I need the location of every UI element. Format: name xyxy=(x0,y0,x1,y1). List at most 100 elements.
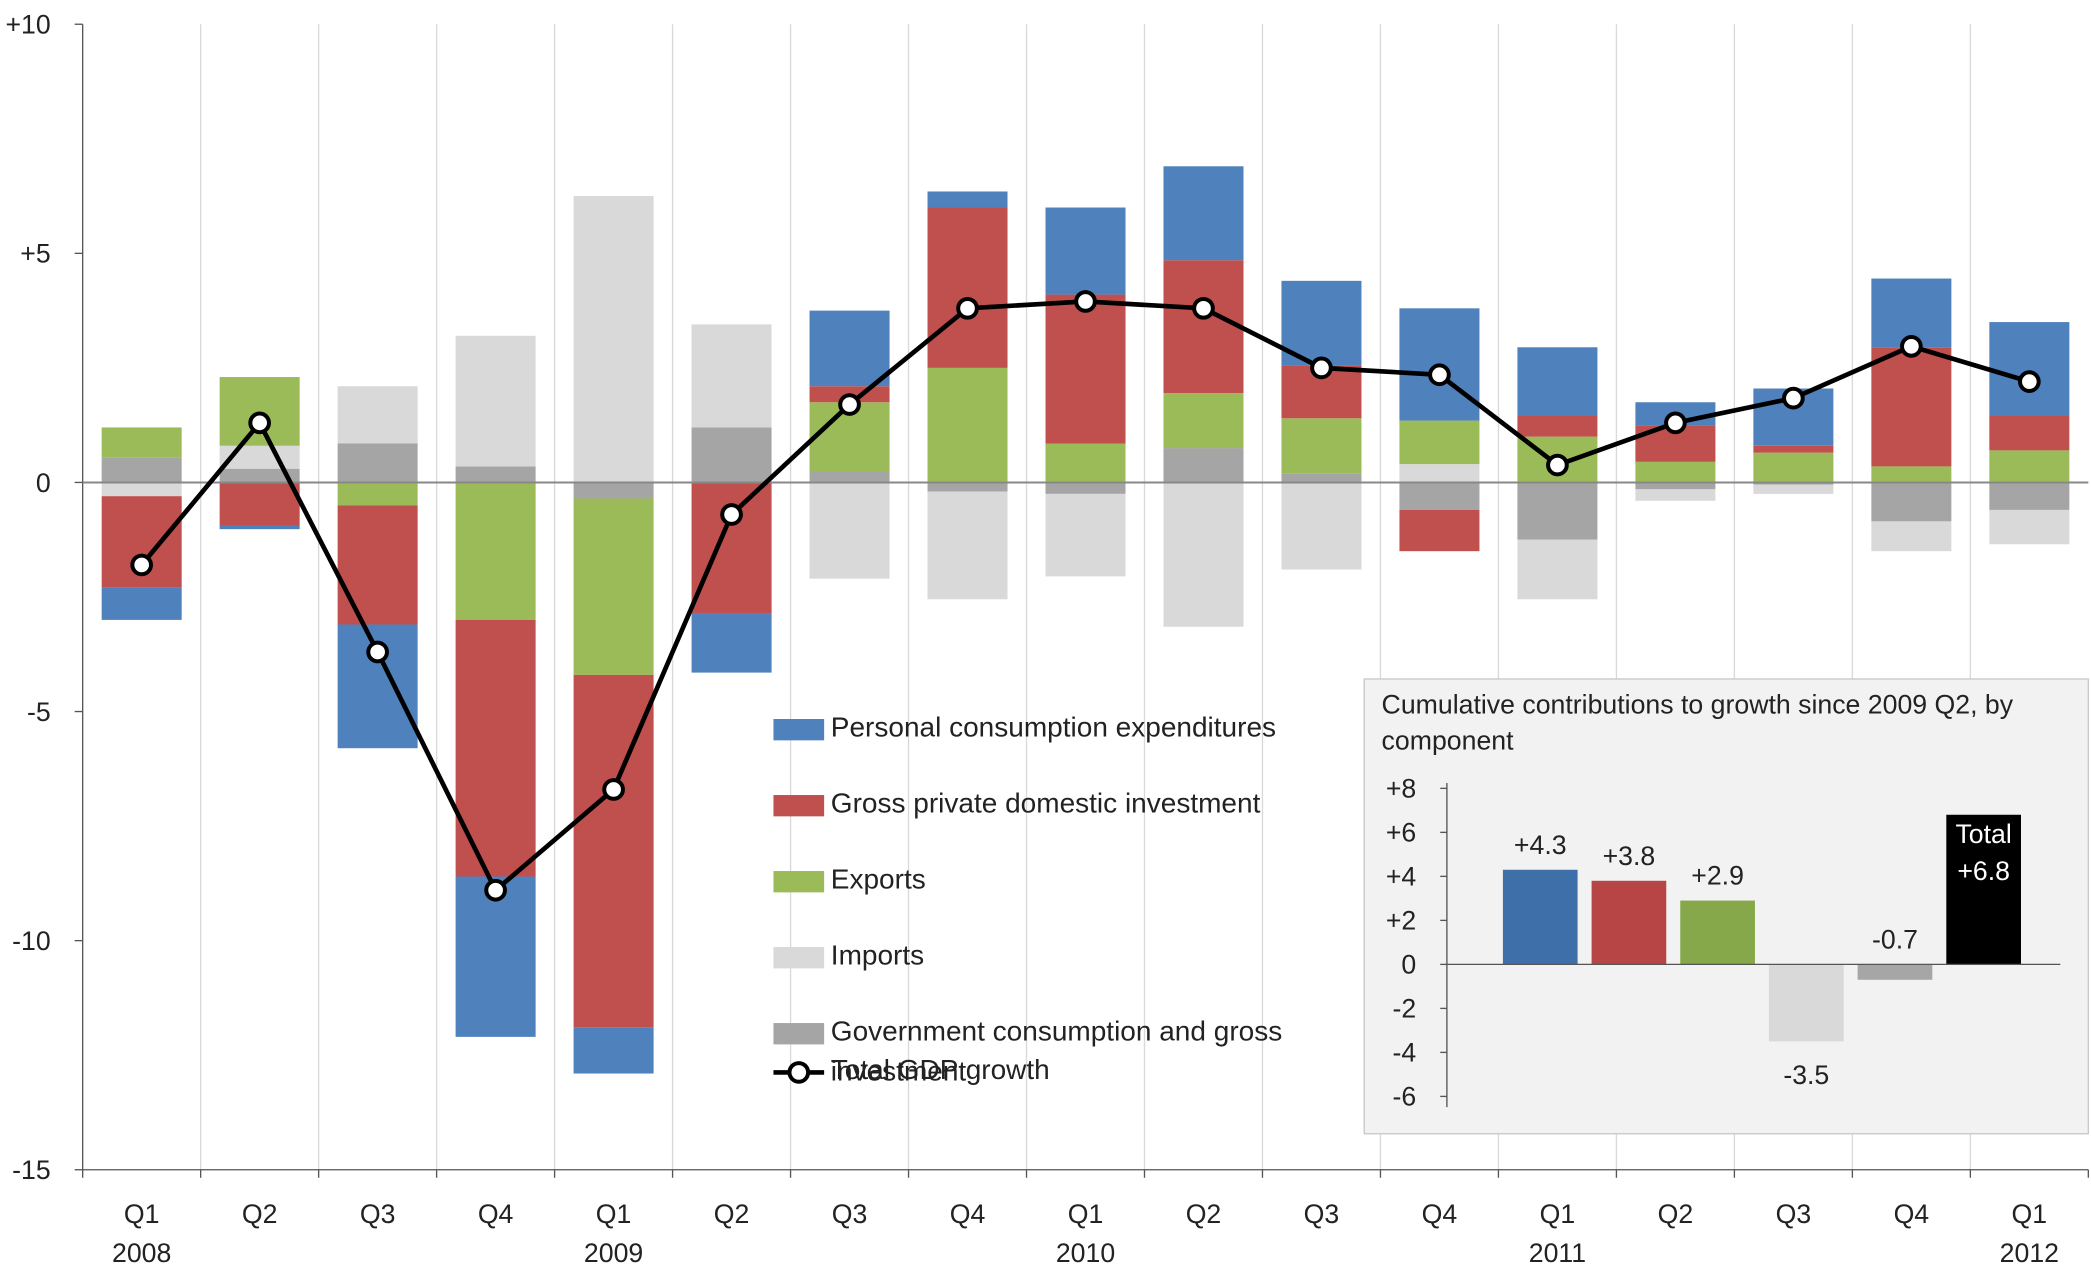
bar-segment xyxy=(1635,482,1716,490)
x-tick-label: Q4 xyxy=(1422,1199,1458,1229)
inset-y-tick-label: +4 xyxy=(1386,862,1417,892)
inset-y-tick-label: -2 xyxy=(1393,994,1417,1024)
legend-label: Personal consumption expenditures xyxy=(830,712,1277,744)
line-marker xyxy=(366,640,389,664)
bar-segment xyxy=(927,207,1008,368)
bar-segment xyxy=(573,196,654,483)
bar-segment xyxy=(1989,482,2070,510)
bar-segment xyxy=(1281,280,1362,366)
x-tick-label: Q4 xyxy=(1894,1199,1930,1229)
line-marker xyxy=(1428,363,1451,387)
bar-segment xyxy=(691,613,772,673)
inset-total-label: Total xyxy=(1955,819,2011,849)
bar-segment xyxy=(691,427,772,483)
bar-segment xyxy=(573,674,654,1028)
inset-value-label: -0.7 xyxy=(1872,924,1918,954)
line-marker xyxy=(720,503,743,526)
inset-bar xyxy=(1946,814,2021,965)
bar-segment xyxy=(1753,452,1834,483)
x-tick-label: Q3 xyxy=(1304,1199,1340,1229)
bar-segment xyxy=(455,466,536,483)
y-tick-label: +5 xyxy=(20,239,50,269)
x-tick-label: Q3 xyxy=(832,1199,868,1229)
bar-segment xyxy=(927,191,1008,208)
legend-swatch xyxy=(773,871,825,893)
inset-value-label: +2.9 xyxy=(1691,861,1744,891)
bar-segment xyxy=(1989,450,2070,483)
line-marker xyxy=(484,878,507,902)
inset-title-box: Cumulative contributions to growth since… xyxy=(1382,691,2014,756)
y-tick-label: +10 xyxy=(5,10,50,40)
legend-swatch xyxy=(773,1023,825,1045)
x-tick-label: Q3 xyxy=(360,1199,396,1229)
y-tick-label: -10 xyxy=(12,926,51,956)
bar-segment xyxy=(1517,539,1598,600)
bar-segment xyxy=(1399,482,1480,510)
bar-segment xyxy=(573,1027,654,1074)
y-tick-label: -15 xyxy=(12,1155,51,1185)
x-tick-label: Q1 xyxy=(1540,1199,1576,1229)
bar-segment xyxy=(219,482,300,526)
x-year-label: 2010 xyxy=(1056,1238,1115,1268)
legend-marker xyxy=(787,1061,811,1084)
bar-segment xyxy=(1045,482,1126,494)
bar-segment xyxy=(1871,521,1952,552)
x-tick-label: Q1 xyxy=(596,1199,632,1229)
inset-bar xyxy=(1857,964,1933,980)
legend-swatch xyxy=(773,947,825,969)
inset-y-tick-label: +6 xyxy=(1386,818,1416,848)
bar-segment xyxy=(101,587,182,620)
bar-segment xyxy=(1045,294,1126,444)
bar-segment xyxy=(1871,466,1952,483)
x-tick-label: Q2 xyxy=(714,1199,750,1229)
bar-segment xyxy=(1045,443,1126,483)
x-year-label: 2012 xyxy=(2000,1238,2059,1268)
bar-segment xyxy=(927,367,1008,483)
bar-segment xyxy=(455,482,536,620)
y-tick-label: 0 xyxy=(36,468,51,498)
bar-segment xyxy=(1753,484,1834,494)
legend-label-box: Total GDP growth xyxy=(831,1055,1050,1086)
bar-segment xyxy=(1753,482,1834,485)
inset-bar xyxy=(1502,869,1578,965)
bar-segment xyxy=(809,482,890,579)
bar-segment xyxy=(1281,482,1362,570)
bar-segment xyxy=(101,482,182,497)
x-tick-label: Q2 xyxy=(1658,1199,1694,1229)
bar-segment xyxy=(455,876,536,1037)
line-marker xyxy=(1310,356,1333,380)
bar-segment xyxy=(1753,445,1834,453)
bar-segment xyxy=(1399,509,1480,552)
line-marker xyxy=(956,296,979,320)
bar-segment xyxy=(101,457,182,483)
inset-y-tick-label: -6 xyxy=(1393,1082,1417,1112)
bar-segment xyxy=(219,377,300,446)
inset-value-label: +6.8 xyxy=(1957,856,2010,886)
bar-segment xyxy=(691,482,772,614)
x-tick-label: Q1 xyxy=(2012,1199,2048,1229)
legend-swatch xyxy=(773,795,825,817)
bar-segment xyxy=(1399,464,1480,483)
bar-segment xyxy=(1517,347,1598,417)
x-year-label: 2008 xyxy=(112,1238,171,1268)
x-tick-label: Q4 xyxy=(478,1199,514,1229)
y-tick-label: -5 xyxy=(27,697,51,727)
x-tick-label: Q1 xyxy=(1068,1199,1104,1229)
bar-segment xyxy=(219,468,300,483)
bar-segment xyxy=(1635,461,1716,483)
bar-segment xyxy=(337,386,418,444)
bar-segment xyxy=(1163,393,1244,449)
inset-y-tick-label: -4 xyxy=(1393,1038,1417,1068)
x-year-label: 2011 xyxy=(1529,1238,1586,1268)
legend-label-box: Personal consumption expenditures xyxy=(830,712,1277,744)
inset-bar xyxy=(1768,964,1844,1042)
inset-bar xyxy=(1591,880,1667,965)
bar-segment xyxy=(101,427,182,458)
line-marker xyxy=(1546,453,1569,477)
bar-segment xyxy=(1871,482,1952,522)
bar-segment xyxy=(809,310,890,387)
x-tick-label: Q4 xyxy=(950,1199,986,1229)
bar-segment xyxy=(1989,509,2070,545)
